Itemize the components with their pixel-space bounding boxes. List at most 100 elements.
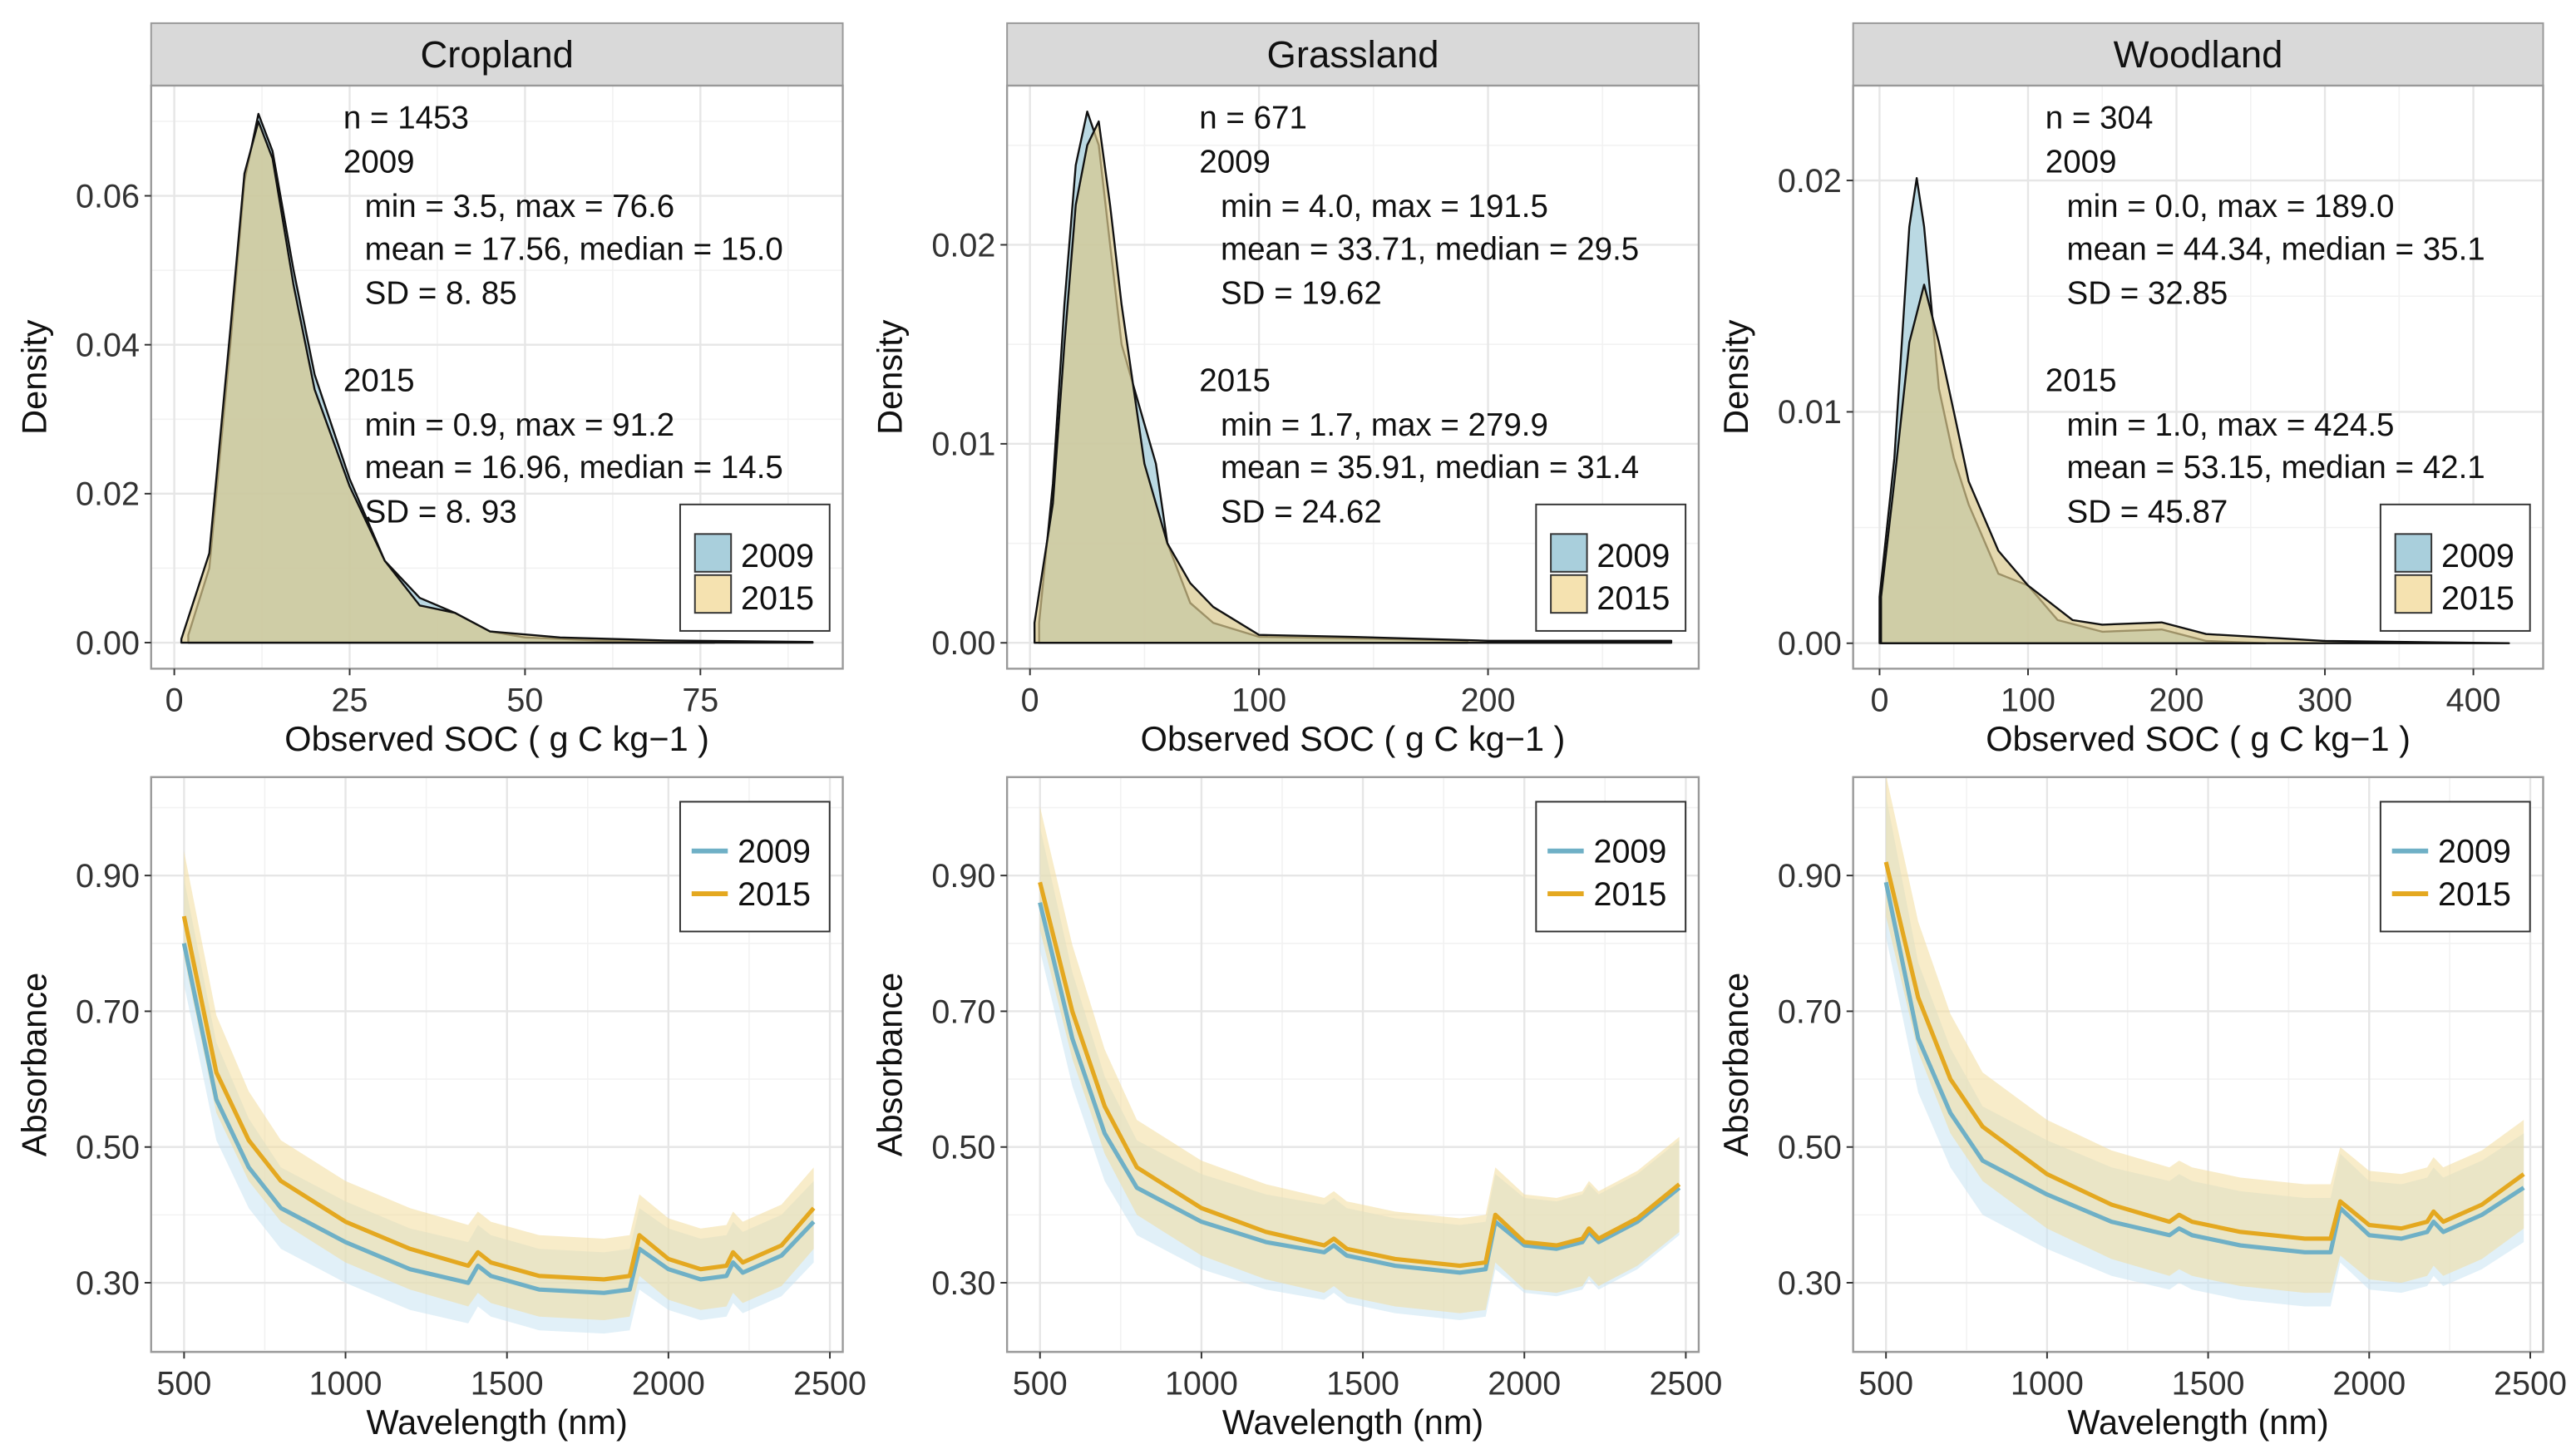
stats-annotation-line: SD = 19.62 <box>1221 276 1382 312</box>
legend-key-2015 <box>1550 574 1588 614</box>
sd-band-2015 <box>1039 806 1680 1314</box>
x-tick-label: 500 <box>156 1366 211 1402</box>
panel-border <box>150 84 844 670</box>
x-axis-title: Wavelength (nm) <box>367 1402 628 1442</box>
legend-label: 2015 <box>1593 876 1666 913</box>
x-tick-label: 300 <box>2297 683 2352 719</box>
y-tick-label: 0.90 <box>76 858 140 895</box>
x-tick-label: 200 <box>1461 683 1516 719</box>
density-panel: n = 671 2009 min = 4.0, max = 191.5 mean = … <box>871 22 1700 758</box>
stats-annotation-line: SD = 8. 93 <box>365 495 517 530</box>
panel-border <box>1852 84 2544 670</box>
legend-label: 2015 <box>2441 580 2514 617</box>
x-tick-label: 1500 <box>471 1366 544 1402</box>
panel-border <box>1005 84 1700 670</box>
x-tick-label: 1000 <box>2011 1366 2084 1402</box>
x-tick-label: 1500 <box>1326 1366 1399 1402</box>
y-tick-label: 0.70 <box>1778 993 1842 1030</box>
facet-title: Cropland <box>420 33 573 76</box>
y-axis-title: Absorbance <box>1716 973 1755 1156</box>
y-tick-label: 0.01 <box>1778 394 1842 431</box>
density-area-2015 <box>180 120 814 644</box>
y-tick-label: 0.70 <box>931 993 995 1030</box>
y-tick-label: 0.00 <box>1778 626 1842 663</box>
x-tick-label: 1000 <box>1165 1366 1238 1402</box>
x-tick-label: 2000 <box>1488 1366 1561 1402</box>
legend-key-2015 <box>693 574 733 614</box>
legend-label: 2009 <box>2441 538 2514 574</box>
y-tick-label: 0.30 <box>931 1265 995 1302</box>
mean-spectrum-line-2015 <box>181 915 816 1282</box>
stats-annotation-line: min = 4.0, max = 191.5 <box>1221 189 1548 224</box>
legend-key-2009 <box>693 533 733 573</box>
y-tick-label: 0.30 <box>1778 1265 1842 1302</box>
facet-strip <box>1006 22 1700 86</box>
y-tick-label: 0.01 <box>931 426 995 463</box>
x-tick-label: 2000 <box>632 1366 705 1402</box>
legend-label: 2015 <box>2438 876 2511 913</box>
stats-annotation-line: 2009 <box>343 145 415 180</box>
legend-label: 2015 <box>1596 580 1670 617</box>
y-tick-label: 0.50 <box>76 1130 140 1166</box>
spectra-panel: 2009 2015 500 1000 1500 2000 2500 0.30 0.50 0.70 0… <box>1716 775 2567 1442</box>
facet-title: Woodland <box>2114 33 2283 76</box>
y-tick-label: 0.02 <box>931 227 995 264</box>
y-axis-title: Absorbance <box>871 973 910 1156</box>
y-axis-title: Absorbance <box>14 973 53 1156</box>
mean-spectrum-line-2009 <box>181 943 816 1295</box>
density-panel: n = 1453 2009 min = 3.5, max = 76.6 mean = … <box>14 22 844 758</box>
x-tick-label: 2500 <box>1649 1366 1722 1402</box>
stats-annotation-line: mean = 33.71, median = 29.5 <box>1221 231 1639 267</box>
stats-annotation-line: SD = 24.62 <box>1221 495 1382 530</box>
density-area-2015 <box>1880 283 2510 644</box>
mean-spectrum-line-2015 <box>1038 881 1681 1269</box>
legend-key-2009 <box>1550 533 1588 573</box>
panel-border <box>1005 776 1700 1353</box>
y-tick-label: 0.50 <box>931 1130 995 1166</box>
x-tick-label: 100 <box>2001 683 2055 719</box>
spectra-panel: 2009 2015 500 1000 1500 2000 2500 0.30 0.50 0.70 0… <box>871 776 1722 1442</box>
x-axis-title: Wavelength (nm) <box>1222 1402 1483 1442</box>
y-tick-label: 0.70 <box>76 993 140 1030</box>
x-tick-label: 0 <box>165 683 184 719</box>
x-tick-label: 1500 <box>2172 1366 2245 1402</box>
y-tick-label: 0.04 <box>76 328 140 364</box>
y-tick-label: 0.00 <box>76 625 140 662</box>
panel-border <box>150 776 844 1353</box>
facet-strip <box>1852 22 2544 86</box>
facet-title: Grassland <box>1266 33 1439 76</box>
x-tick-label: 100 <box>1231 683 1286 719</box>
mean-spectrum-line-2015 <box>1883 861 2525 1241</box>
legend-label: 2015 <box>738 876 811 913</box>
x-tick-label: 2500 <box>2494 1366 2567 1402</box>
facet-strip <box>150 22 844 86</box>
x-axis-title: Observed SOC ( g C kg−1 ) <box>1986 719 2411 758</box>
x-tick-label: 400 <box>2446 683 2501 719</box>
x-tick-label: 2000 <box>2332 1366 2406 1402</box>
legend-label: 2009 <box>741 538 814 574</box>
sd-band-2015 <box>1886 775 2524 1294</box>
x-tick-label: 500 <box>1858 1366 1913 1402</box>
stats-annotation-line: n = 304 <box>2046 100 2154 136</box>
legend-label: 2015 <box>741 580 814 617</box>
stats-annotation-line: mean = 35.91, median = 31.4 <box>1221 450 1639 485</box>
y-tick-label: 0.06 <box>76 178 140 214</box>
x-tick-label: 500 <box>1013 1366 1068 1402</box>
stats-annotation-line: SD = 32.85 <box>2067 276 2228 312</box>
spectra-panel: 2009 2015 500 1000 1500 2000 2500 0.30 0.50 0.70 0… <box>14 776 866 1442</box>
density-area-2015 <box>1033 120 1673 644</box>
stats-annotation-line: mean = 16.96, median = 14.5 <box>365 450 783 485</box>
stats-annotation-line: 2015 <box>2046 362 2117 398</box>
stats-annotation-line: SD = 8. 85 <box>365 276 517 312</box>
panel-border <box>1852 776 2544 1353</box>
stats-annotation-line: min = 1.7, max = 279.9 <box>1221 407 1548 443</box>
density-panel: n = 304 2009 min = 0.0, max = 189.0 mean = … <box>1716 22 2544 758</box>
y-axis-title: Density <box>14 319 53 435</box>
sd-band-2015 <box>184 850 814 1320</box>
stats-annotation-line: SD = 45.87 <box>2067 495 2228 530</box>
legend-box <box>2379 801 2531 933</box>
x-axis-title: Observed SOC ( g C kg−1 ) <box>1141 719 1566 758</box>
x-tick-label: 2500 <box>793 1366 866 1402</box>
mean-spectrum-line-2009 <box>1883 881 2525 1254</box>
